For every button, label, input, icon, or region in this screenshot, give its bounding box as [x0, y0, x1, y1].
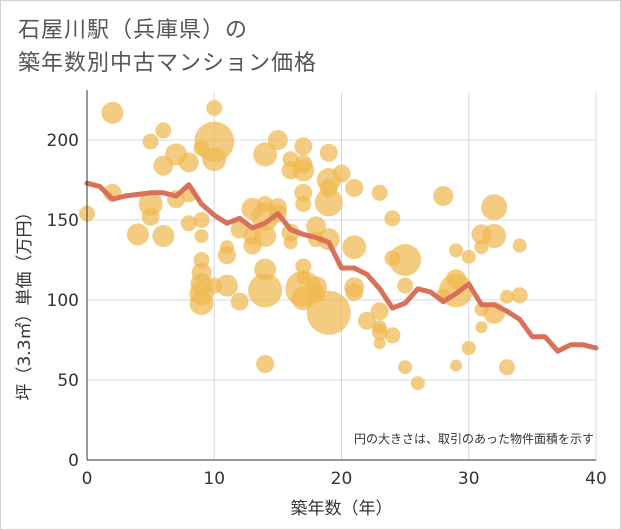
bubble-point [410, 376, 425, 391]
bubble-point [357, 311, 376, 330]
bubble-point [193, 212, 210, 228]
y-tick-label: 100 [47, 291, 79, 311]
y-tick-label: 200 [47, 131, 79, 151]
bubble-point [371, 324, 388, 340]
bubble-point [101, 101, 124, 124]
bubble-point [511, 287, 528, 304]
bubble-point [254, 225, 277, 247]
bubble-point [332, 164, 351, 183]
bubble-point [189, 291, 214, 316]
bubble-point [295, 196, 312, 212]
trend-line-layer [84, 180, 599, 354]
bubble-point [294, 183, 313, 202]
y-tick-label: 0 [68, 451, 79, 471]
x-tick-label: 10 [203, 469, 225, 489]
title-line-2: 築年数別中古マンション価格 [18, 51, 318, 76]
bubble-point [267, 130, 288, 150]
bubble-point [152, 225, 175, 247]
bubble-point [317, 228, 340, 251]
bubble-point [314, 188, 343, 217]
axes: 0 50 100 150 200 0 10 20 30 40 [47, 90, 607, 489]
bubble-point [449, 243, 464, 258]
bubble-point [433, 186, 454, 206]
bubble-point [512, 238, 527, 253]
bubble-point [384, 327, 401, 344]
bubble-point [230, 292, 249, 311]
chart-title: 石屋川駅（兵庫県）の 築年数別中古マンション価格 [18, 14, 317, 80]
bubble-point [345, 179, 364, 197]
x-axis-label: 築年数（年） [291, 499, 393, 519]
bubble-point [482, 224, 507, 248]
bubble-point [202, 147, 227, 172]
bubble-point [342, 235, 367, 260]
bubble-point [178, 152, 199, 173]
bubble-point [499, 289, 514, 304]
y-tick-label: 150 [47, 211, 79, 231]
bubble-point [461, 341, 476, 355]
average-price-line [84, 180, 599, 354]
bubble-point [461, 249, 476, 264]
bubble-point [155, 122, 172, 139]
bubble-point [475, 321, 488, 334]
bubble-point [306, 290, 351, 335]
bubble-layer [79, 100, 528, 391]
bubble-point [397, 277, 414, 294]
bubble-point [498, 359, 515, 376]
x-tick-label: 40 [585, 469, 607, 489]
size-note: 円の大きさは、取引のあった物件面積を示す [354, 431, 594, 446]
bubble-point [141, 207, 160, 226]
bubble-point [294, 137, 313, 156]
bubble-point [126, 223, 149, 246]
bubble-point [389, 244, 422, 276]
bubble-point [446, 269, 467, 290]
bubble-point [256, 355, 275, 373]
bubble-point [217, 246, 236, 265]
bubble-point [319, 143, 338, 162]
bubble-point [474, 240, 489, 255]
x-tick-label: 0 [82, 469, 93, 489]
bubble-point [194, 229, 209, 243]
bubble-point [295, 258, 312, 275]
bubble-point [481, 194, 508, 221]
bubble-point [253, 142, 278, 167]
bubble-point [248, 273, 283, 308]
bubble-point [206, 100, 223, 116]
bubble-point [142, 133, 159, 150]
bubble-point [180, 215, 197, 232]
bubble-point [292, 159, 315, 182]
bubble-point [215, 274, 238, 297]
y-axis-label: 坪（3.3㎡）単価（万円） [15, 203, 35, 400]
bubble-point [373, 337, 386, 350]
bubble-point [194, 121, 235, 162]
bubble-point [370, 302, 389, 321]
title-line-1: 石屋川駅（兵庫県）の [18, 18, 249, 43]
bubble-point [398, 360, 413, 375]
bubble-point [384, 210, 401, 227]
bubble-point [450, 359, 463, 372]
x-tick-label: 30 [458, 469, 480, 489]
bubble-point [283, 235, 298, 250]
y-tick-label: 50 [57, 371, 79, 391]
bubble-point [345, 283, 364, 301]
bubble-point [371, 184, 388, 201]
bubble-point [138, 192, 163, 216]
grid-lines [87, 92, 597, 460]
x-tick-label: 20 [331, 469, 353, 489]
